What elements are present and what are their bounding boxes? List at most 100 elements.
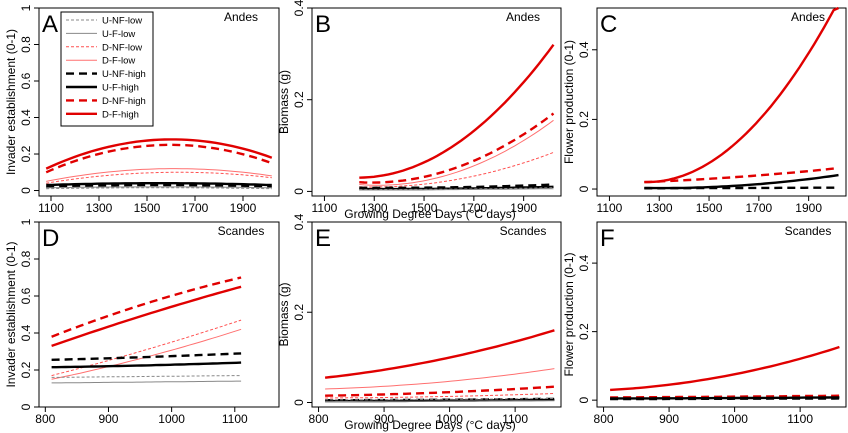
region-label: Scandes — [500, 224, 547, 238]
plot-frame — [311, 221, 562, 408]
legend-label-D-NF-high: D-NF-high — [102, 96, 146, 107]
x-tick-label: 1700 — [182, 201, 209, 215]
series-line-D-NF-high — [45, 143, 273, 174]
series-line-U-F-low — [51, 380, 242, 384]
y-tick-label: 1 — [19, 218, 33, 225]
y-tick-label: 0.2 — [19, 361, 33, 378]
legend-label-U-NF-high: U-NF-high — [102, 69, 146, 80]
y-tick-label: 0.2 — [19, 145, 33, 162]
series-line-D-NF-low — [325, 393, 555, 399]
y-tick-label: 0.2 — [577, 323, 591, 340]
y-tick-label: 0.4 — [19, 109, 33, 126]
panels-container: 1100 1300 1500 1700 190000.20.40.60.81Invade… — [4, 0, 847, 426]
x-tick-label: 1500 — [696, 201, 723, 215]
legend-box — [60, 11, 154, 127]
legend-label-U-NF-low: U-NF-low — [102, 16, 142, 27]
x-tick-label: 800 — [35, 412, 55, 426]
x-tick-label: 900 — [659, 412, 679, 426]
series-line-D-NF-high — [644, 166, 839, 184]
series-line-U-F-high — [51, 361, 242, 369]
series-line-D-F-high — [51, 285, 242, 348]
panel-letter: F — [600, 225, 615, 252]
region-label: Andes — [506, 10, 540, 24]
y-tick-label: 0 — [19, 403, 33, 410]
series-line-D-F-low — [46, 168, 272, 182]
region-label: Andes — [224, 10, 258, 24]
x-tick-label: 800 — [594, 412, 614, 426]
x-tick-label: 1100 — [312, 201, 338, 215]
y-tick-label: 0 — [19, 187, 33, 194]
series-line-D-F-high — [324, 329, 555, 379]
y-tick-label: 0 — [292, 399, 306, 406]
series-line-D-F-high — [644, 6, 839, 184]
y-tick-label: 0.2 — [292, 91, 306, 108]
series-line-U-NF-low — [325, 397, 555, 401]
panel-letter: B — [315, 11, 331, 38]
series-line-D-NF-high — [359, 112, 555, 184]
series-line-U-F-low — [359, 188, 554, 191]
legend-label-U-F-low: U-F-low — [102, 29, 135, 40]
y-axis-label: Flower production (0-1) — [562, 40, 576, 164]
y-tick-label: 0.6 — [19, 72, 33, 89]
y-tick-label: 0.4 — [292, 0, 306, 16]
y-tick-label: 0.4 — [577, 254, 591, 271]
legend: U-NF-low U-F-low D-NF-low D-F-low U-NF-high U… — [60, 11, 154, 127]
region-label: Scandes — [218, 224, 265, 238]
plot-frame — [38, 7, 280, 197]
x-tick-label: 800 — [309, 412, 329, 426]
x-tick-label: 1500 — [411, 201, 438, 215]
x-tick-label: 1000 — [721, 412, 748, 426]
panel-B: 1100 1300 1500 1700 1900 0 0.2 0.4 Biomass (g) B A… — [277, 0, 562, 215]
series-line-D-NF-low — [46, 171, 272, 184]
panel-letter: E — [315, 225, 331, 252]
series-line-D-F-high — [359, 43, 555, 179]
y-tick-label: 0.4 — [292, 213, 306, 230]
x-tick-label: 900 — [374, 412, 394, 426]
y-tick-label: 0.4 — [19, 324, 33, 341]
series-line-U-F-low — [46, 186, 272, 189]
y-tick-label: 0.8 — [19, 250, 33, 267]
plot-frame — [311, 7, 562, 197]
y-tick-label: 0 — [577, 185, 591, 192]
x-tick-label: 1100 — [787, 412, 813, 426]
series-line-U-NF-high — [51, 352, 242, 361]
series-line-D-F-low — [359, 119, 554, 186]
x-tick-label: 1700 — [460, 201, 487, 215]
legend-label-D-F-high: D-F-high — [102, 109, 139, 120]
y-tick-label: 0.4 — [577, 41, 591, 58]
series-line-U-F-low — [325, 400, 555, 403]
panel-letter: A — [42, 11, 58, 38]
series-line-D-F-high — [610, 345, 840, 392]
y-tick-label: 0.2 — [577, 111, 591, 128]
panel-D: 800 900 1000 1100 0 0.2 0.4 0.6 0.8 1 Invader esta… — [4, 218, 280, 426]
plot-frame — [596, 221, 847, 408]
y-tick-label: 1 — [19, 4, 33, 11]
y-tick-label: 0 — [292, 188, 306, 195]
x-tick-label: 1700 — [745, 201, 772, 215]
series-line-U-NF-high — [644, 186, 839, 190]
series-line-D-F-high — [45, 138, 273, 170]
region-label: Scandes — [785, 224, 832, 238]
y-axis-label: Invader establishment (0-1) — [4, 241, 18, 387]
x-tick-label: 1000 — [436, 412, 463, 426]
plot-frame — [596, 7, 847, 197]
x-tick-label: 1500 — [134, 201, 161, 215]
panel-letter: D — [42, 225, 59, 252]
plot-frame — [38, 221, 280, 408]
x-tick-label: 1900 — [230, 201, 257, 215]
x-tick-label: 1100 — [222, 412, 248, 426]
x-tick-label: 1100 — [597, 201, 623, 215]
series-line-U-NF-high — [46, 183, 272, 189]
panel-A: 1100 1300 1500 1700 1900 0 0.2 0.4 0.6 0.8 1 Invade… — [4, 4, 280, 215]
y-tick-label: 0.2 — [292, 304, 306, 321]
series-line-U-NF-low — [51, 375, 242, 378]
x-tick-label: 1000 — [158, 412, 185, 426]
x-tick-label: 1300 — [361, 201, 388, 215]
panel-E: 800 900 1000 1100 0 0.2 0.4 Biomass (g) E Scandes — [277, 213, 562, 426]
y-axis-label: Flower production (0-1) — [562, 252, 576, 376]
series-line-D-NF-high — [51, 276, 242, 338]
y-tick-label: 0 — [577, 396, 591, 403]
